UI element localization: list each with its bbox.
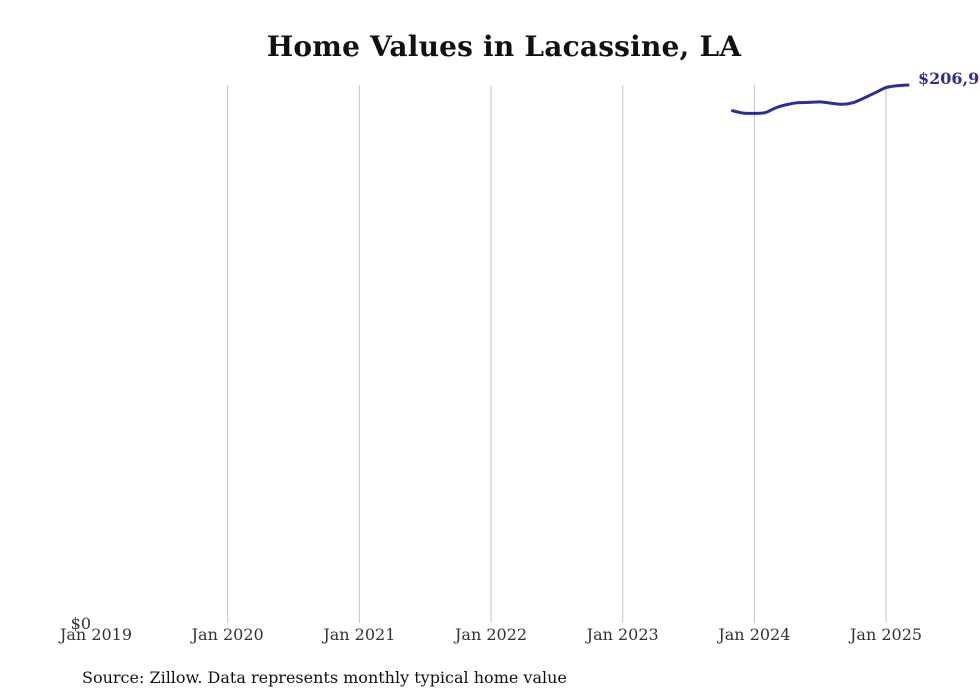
x-tick-label: Jan 2019	[58, 625, 132, 644]
x-tick-label: Jan 2022	[453, 625, 527, 644]
x-tick-label: Jan 2020	[190, 625, 264, 644]
y-tick-label: $0	[71, 614, 91, 633]
x-tick-label: Jan 2023	[585, 625, 659, 644]
source-note: Source: Zillow. Data represents monthly …	[82, 668, 567, 687]
end-value-label: $206,9	[918, 69, 979, 88]
x-tick-label: Jan 2025	[848, 625, 922, 644]
home-value-line	[730, 83, 910, 115]
x-tick-label: Jan 2021	[321, 625, 395, 644]
x-tick-label: Jan 2024	[716, 625, 790, 644]
chart-title: Home Values in Lacassine, LA	[266, 30, 742, 63]
